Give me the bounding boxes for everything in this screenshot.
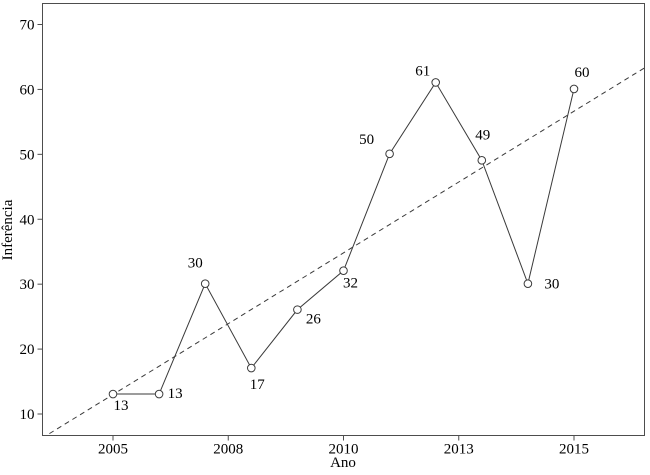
x-axis-title: Ano — [330, 455, 356, 471]
plot-frame — [42, 3, 645, 436]
data-point — [154, 389, 164, 399]
point-label: 50 — [359, 132, 374, 148]
y-tick-label: 50 — [20, 147, 35, 163]
x-tick-label: 2005 — [98, 442, 128, 458]
point-label: 13 — [114, 398, 129, 414]
y-tick-label: 20 — [20, 342, 35, 358]
x-tick-label: 2015 — [559, 442, 589, 458]
data-point — [247, 363, 256, 373]
point-label: 26 — [306, 312, 322, 328]
data-point — [431, 78, 441, 87]
data-point — [200, 279, 210, 288]
point-label: 30 — [544, 277, 559, 293]
x-tick-label: 2010 — [329, 442, 359, 458]
trend-line — [49, 67, 645, 435]
point-label: 61 — [415, 63, 430, 79]
point-label: 30 — [188, 256, 203, 272]
y-tick-label: 10 — [20, 407, 35, 423]
point-label: 32 — [343, 276, 358, 292]
y-tick-label: 60 — [20, 82, 35, 98]
y-tick-label: 30 — [20, 277, 35, 293]
data-point — [385, 149, 394, 159]
data-point — [523, 279, 533, 288]
data-point — [108, 389, 118, 399]
data-point — [339, 266, 348, 275]
point-label: 60 — [575, 65, 590, 81]
data-point — [293, 305, 302, 314]
point-label: 17 — [250, 377, 266, 393]
point-label: 13 — [168, 386, 183, 402]
y-tick-label: 40 — [20, 212, 35, 228]
x-tick-label: 2013 — [444, 442, 474, 458]
data-point — [569, 84, 579, 94]
x-tick-label: 2008 — [213, 442, 243, 458]
y-tick-label: 70 — [20, 18, 35, 34]
data-point — [477, 156, 487, 165]
y-axis-title: Inferência — [0, 199, 16, 261]
series-line — [113, 81, 575, 395]
point-label: 49 — [475, 127, 490, 143]
